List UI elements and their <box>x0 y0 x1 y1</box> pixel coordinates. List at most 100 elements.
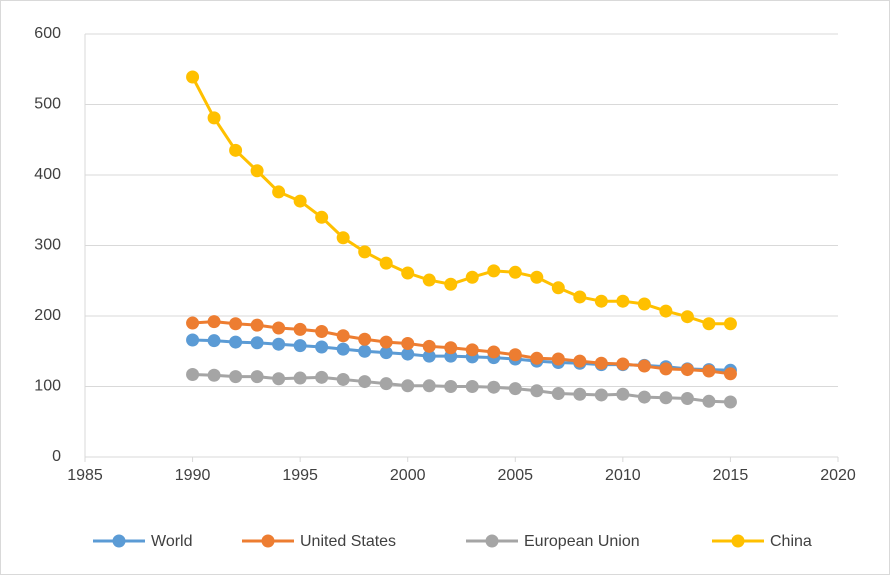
data-point <box>637 297 651 311</box>
legend-label: European Union <box>524 533 640 550</box>
data-point <box>508 348 522 362</box>
legend-marker <box>261 534 275 548</box>
data-point <box>616 294 630 308</box>
x-tick-label: 1990 <box>175 467 211 484</box>
data-point <box>358 332 372 346</box>
data-point <box>336 372 350 386</box>
data-point <box>358 344 372 358</box>
data-point <box>422 349 436 363</box>
y-tick-label: 400 <box>34 166 61 183</box>
data-point <box>680 363 694 377</box>
data-point <box>229 370 243 384</box>
data-point <box>530 270 544 284</box>
legend-label: China <box>770 533 812 550</box>
data-point <box>229 317 243 331</box>
legend-marker <box>485 534 499 548</box>
data-point <box>508 265 522 279</box>
data-point <box>315 340 329 354</box>
data-point <box>293 194 307 208</box>
data-point <box>315 370 329 384</box>
data-point <box>379 335 393 349</box>
data-point <box>315 210 329 224</box>
data-point <box>444 380 458 393</box>
data-point <box>487 345 501 359</box>
data-point <box>293 322 307 336</box>
data-point <box>186 333 200 347</box>
x-tick-label: 1995 <box>282 467 318 484</box>
data-point <box>207 315 221 329</box>
data-point <box>465 343 479 357</box>
x-tick-label: 2020 <box>820 467 856 484</box>
data-point <box>594 356 608 370</box>
data-point <box>573 290 587 304</box>
data-point <box>293 371 307 385</box>
data-point <box>272 372 286 386</box>
data-point <box>659 304 673 318</box>
data-point <box>444 277 458 291</box>
data-point <box>616 387 630 401</box>
data-point <box>186 368 200 382</box>
data-point <box>229 335 243 349</box>
data-point <box>637 390 651 404</box>
data-point <box>272 185 286 199</box>
data-point <box>422 379 436 393</box>
data-point <box>659 362 673 376</box>
data-point <box>637 359 651 373</box>
x-tick-label: 1985 <box>67 467 103 484</box>
data-point <box>336 329 350 343</box>
data-point <box>702 317 716 331</box>
y-tick-label: 300 <box>34 237 61 254</box>
data-point <box>487 380 501 394</box>
data-point <box>250 318 264 332</box>
legend-marker <box>731 534 745 548</box>
data-point <box>659 391 673 405</box>
x-tick-label: 2010 <box>605 467 641 484</box>
data-point <box>616 357 630 371</box>
data-point <box>594 388 608 402</box>
data-point <box>702 394 716 408</box>
data-point <box>680 310 694 324</box>
data-point <box>379 377 393 391</box>
data-point <box>551 281 565 295</box>
data-point <box>594 294 608 308</box>
data-point <box>573 387 587 401</box>
data-point <box>207 368 221 382</box>
y-tick-label: 200 <box>34 307 61 324</box>
data-point <box>530 384 544 398</box>
data-point <box>401 347 415 361</box>
data-point <box>315 325 329 339</box>
data-point <box>530 351 544 365</box>
data-point <box>272 337 286 351</box>
data-point <box>293 339 307 353</box>
legend-label: World <box>151 533 193 550</box>
data-point <box>186 70 200 84</box>
legend-marker <box>112 534 126 548</box>
data-point <box>487 264 501 278</box>
data-point <box>358 375 372 389</box>
data-point <box>250 164 264 178</box>
data-point <box>465 380 479 393</box>
data-point <box>250 370 264 384</box>
x-tick-label: 2015 <box>713 467 749 484</box>
data-point <box>508 382 522 396</box>
data-point <box>465 270 479 284</box>
data-point <box>444 341 458 355</box>
data-point <box>723 317 737 331</box>
data-point <box>723 367 737 381</box>
data-point <box>336 231 350 245</box>
data-point <box>573 354 587 368</box>
data-point <box>207 111 221 125</box>
data-point <box>186 316 200 330</box>
data-point <box>379 256 393 270</box>
data-point <box>401 379 415 393</box>
x-tick-label: 2005 <box>497 467 533 484</box>
data-point <box>250 336 264 350</box>
x-tick-label: 2000 <box>390 467 426 484</box>
data-point <box>401 336 415 350</box>
data-point <box>551 352 565 366</box>
data-point <box>401 266 415 280</box>
data-point <box>702 364 716 378</box>
data-point <box>422 273 436 287</box>
